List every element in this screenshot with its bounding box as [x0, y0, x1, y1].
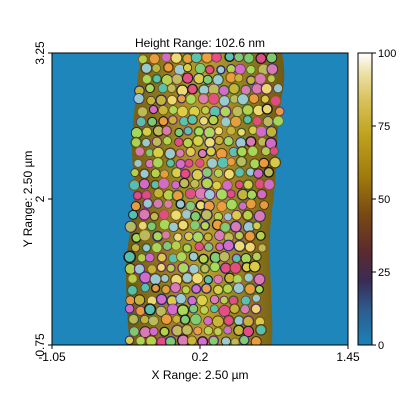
y-axis-label: Y Range: 2.50 µm	[21, 151, 35, 248]
colorbar-ticks: 0 25 50 75 100	[372, 48, 396, 352]
y-tick-label: 3.25	[33, 41, 47, 65]
plot-area	[51, 52, 349, 346]
colorbar-tick-label: 100	[378, 48, 396, 60]
x-axis: -1.05 0.2 1.45	[38, 345, 360, 364]
x-tick-label: 1.45	[336, 350, 360, 364]
chart-title: Height Range: 102.6 nm	[135, 36, 265, 50]
colorbar-gradient	[358, 53, 372, 345]
y-tick-label: 0.75	[33, 333, 47, 357]
colorbar-tick-label: 25	[378, 267, 390, 279]
colorbar: 0 25 50 75 100	[357, 48, 396, 352]
particle-layer	[123, 53, 285, 345]
colorbar-tick-label: 50	[378, 194, 390, 206]
x-tick-label: -1.05	[38, 350, 66, 364]
y-axis: 0.75 2 3.25	[33, 41, 52, 357]
y-tick-label: 2	[33, 195, 47, 202]
x-tick-label: 0.2	[192, 350, 209, 364]
colorbar-tick-label: 75	[378, 121, 390, 133]
x-axis-label: X Range: 2.50 µm	[152, 368, 249, 382]
colorbar-tick-label: 0	[378, 340, 384, 352]
